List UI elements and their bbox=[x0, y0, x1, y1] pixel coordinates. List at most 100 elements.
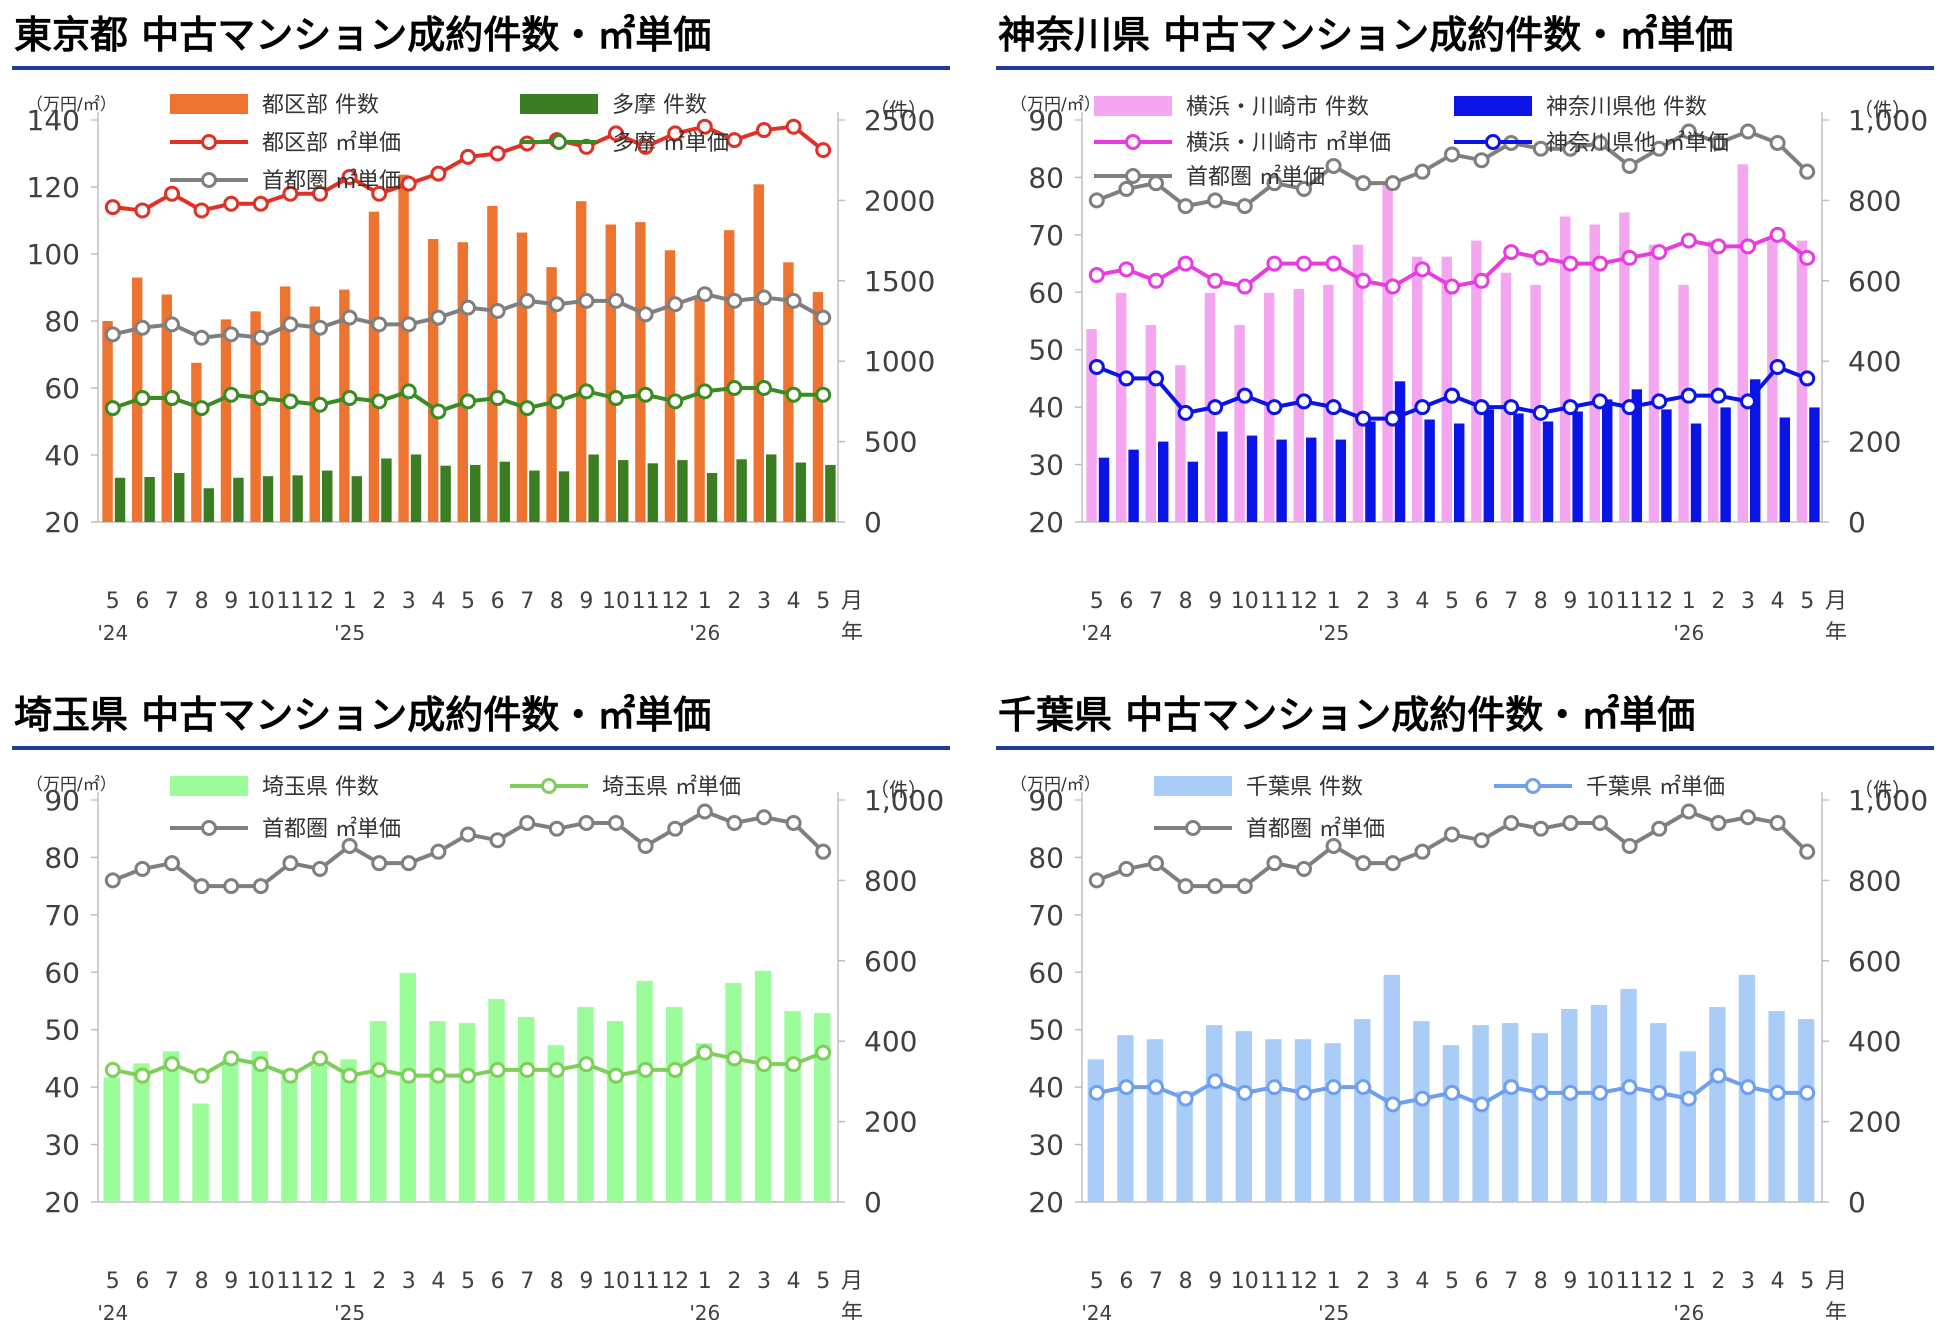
x-tick-label: 8 bbox=[550, 589, 564, 614]
x-tick-label: 11 bbox=[1616, 1269, 1644, 1294]
data-point bbox=[193, 878, 210, 895]
right-unit-label: （件） bbox=[1854, 99, 1911, 121]
panel-title: 東京都 中古マンション成約件数・㎡単価 bbox=[14, 13, 712, 57]
x-tick-label: 6 bbox=[1475, 1269, 1489, 1294]
data-point bbox=[1088, 358, 1105, 375]
bar bbox=[1382, 184, 1393, 522]
bar bbox=[162, 1051, 180, 1202]
data-point bbox=[223, 195, 240, 212]
x-year-label: '25 bbox=[334, 621, 365, 640]
left-tick-label: 30 bbox=[44, 1129, 80, 1162]
bar bbox=[398, 174, 409, 522]
bar bbox=[812, 292, 824, 522]
bar bbox=[499, 461, 511, 522]
legend-label: 都区部 ㎡単価 bbox=[262, 130, 401, 156]
bar bbox=[292, 475, 303, 522]
data-point bbox=[489, 145, 506, 162]
left-unit-label: （万円/㎡） bbox=[26, 775, 117, 795]
bar bbox=[635, 222, 646, 522]
bar bbox=[1087, 1059, 1104, 1202]
legend-label: 首都圏 ㎡単価 bbox=[262, 816, 401, 842]
bar bbox=[1086, 329, 1097, 522]
x-tick-label: 5 bbox=[1090, 589, 1104, 614]
data-point bbox=[726, 814, 743, 831]
x-year-label: '24 bbox=[97, 621, 128, 640]
data-point bbox=[1355, 272, 1372, 289]
x-tick-label: 12 bbox=[1290, 589, 1318, 614]
bar bbox=[1365, 421, 1376, 522]
bar bbox=[1115, 292, 1127, 522]
bar bbox=[1117, 1035, 1134, 1202]
right-tick-label: 1500 bbox=[864, 265, 935, 298]
data-point bbox=[489, 302, 506, 319]
bar bbox=[281, 1069, 298, 1202]
legend-label: 都区部 件数 bbox=[262, 93, 379, 118]
x-tick-label: 12 bbox=[1645, 1269, 1673, 1294]
data-point bbox=[608, 292, 624, 309]
data-point bbox=[1236, 387, 1253, 404]
data-point bbox=[252, 329, 269, 346]
right-tick-label: 800 bbox=[864, 864, 917, 897]
data-point bbox=[430, 843, 447, 860]
right-tick-label: 1,000 bbox=[1848, 784, 1928, 817]
x-tick-label: 9 bbox=[579, 589, 593, 614]
x-tick-label: 1 bbox=[698, 1269, 712, 1294]
x-month-unit: 月 bbox=[841, 1269, 863, 1294]
data-point bbox=[1296, 1084, 1312, 1101]
x-tick-label: 4 bbox=[1415, 1269, 1429, 1294]
data-point bbox=[1266, 399, 1283, 416]
x-tick-label: 12 bbox=[306, 589, 334, 614]
data-point bbox=[1236, 198, 1253, 215]
x-tick-label: 11 bbox=[1616, 589, 1644, 614]
data-point bbox=[1532, 249, 1549, 266]
data-point bbox=[1296, 860, 1312, 877]
data-point bbox=[1355, 855, 1372, 872]
bar bbox=[1589, 224, 1600, 522]
title-rule bbox=[996, 746, 1934, 750]
data-point bbox=[637, 837, 654, 854]
bar bbox=[1513, 413, 1524, 522]
legend-swatch bbox=[1454, 96, 1532, 116]
bar bbox=[1128, 449, 1139, 522]
x-tick-label: 2 bbox=[372, 1269, 386, 1294]
data-point bbox=[637, 306, 654, 323]
data-point bbox=[1325, 399, 1342, 416]
data-point bbox=[134, 319, 151, 336]
x-tick-label: 1 bbox=[1327, 1269, 1341, 1294]
data-point bbox=[164, 1056, 180, 1073]
data-point bbox=[1651, 244, 1668, 261]
x-tick-label: 6 bbox=[1475, 589, 1489, 614]
x-tick-label: 6 bbox=[135, 1269, 149, 1294]
data-point bbox=[548, 820, 565, 837]
x-tick-label: 3 bbox=[1741, 589, 1755, 614]
legend-label: 首都圏 ㎡単価 bbox=[1246, 816, 1385, 842]
data-point bbox=[400, 383, 417, 400]
data-point bbox=[1532, 820, 1549, 837]
bar bbox=[588, 454, 599, 522]
data-point bbox=[1592, 134, 1608, 151]
data-point bbox=[696, 118, 713, 135]
bar bbox=[784, 1011, 801, 1202]
bar bbox=[618, 460, 629, 522]
chart-panel-chiba: 千葉県 中古マンション成約件数・㎡単価 （万円/㎡） （件） 20 30 40 50 60 7… bbox=[984, 680, 1944, 1320]
data-point bbox=[815, 386, 832, 403]
x-year-label: '25 bbox=[1318, 1301, 1349, 1320]
data-point bbox=[815, 309, 832, 326]
x-tick-label: 4 bbox=[1415, 589, 1429, 614]
bar bbox=[1352, 244, 1364, 522]
data-point bbox=[1621, 249, 1638, 266]
series-line bbox=[1096, 809, 1809, 889]
x-tick-label: 10 bbox=[247, 1269, 275, 1294]
left-tick-label: 80 bbox=[1028, 841, 1064, 874]
data-point bbox=[1177, 878, 1194, 895]
data-point bbox=[1088, 192, 1105, 209]
bar bbox=[558, 471, 570, 522]
legend-marker bbox=[551, 134, 567, 150]
data-point bbox=[1473, 832, 1490, 849]
bar bbox=[1602, 399, 1613, 522]
data-point bbox=[667, 125, 684, 142]
chart-svg: （万円/㎡） （件） 20 30 40 50 60 70 80 90 0 200 400 600 800 1,… bbox=[26, 774, 944, 1320]
x-tick-label: 3 bbox=[402, 589, 416, 614]
bar bbox=[1661, 409, 1672, 522]
panel-title: 埼玉県 中古マンション成約件数・㎡単価 bbox=[14, 693, 712, 737]
